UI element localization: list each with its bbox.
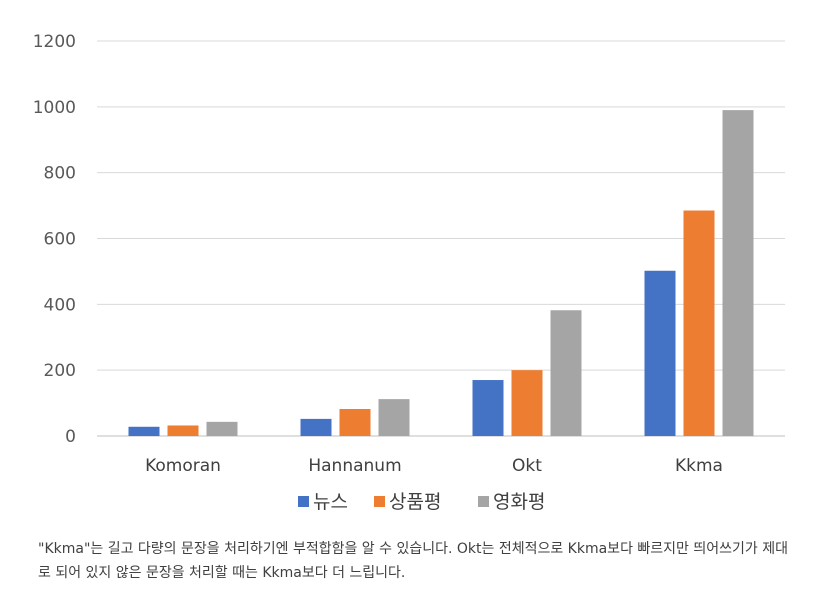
legend-swatch (478, 496, 489, 507)
legend-label: 뉴스 (313, 491, 348, 513)
bar (339, 409, 371, 436)
legend-swatch (374, 496, 385, 507)
bar (128, 426, 160, 436)
y-tick-label: 200 (44, 361, 76, 381)
bar (167, 425, 199, 436)
legend-label: 상품평 (389, 491, 441, 513)
caption-text: "Kkma"는 길고 다량의 문장을 처리하기엔 부적합함을 알 수 있습니다.… (38, 541, 788, 581)
bar (722, 110, 754, 436)
bar (550, 310, 582, 436)
gridlines (97, 40, 785, 437)
bar (206, 421, 238, 436)
x-axis: Komoran Hannanum Okt Kkma (145, 456, 723, 476)
category-label: Okt (512, 456, 542, 476)
legend-label: 영화평 (493, 491, 545, 513)
y-axis: 0 200 400 600 800 1000 1200 (33, 32, 76, 447)
bar (378, 399, 410, 436)
bar (683, 210, 715, 436)
category-label: Komoran (145, 456, 221, 476)
y-tick-label: 400 (44, 295, 76, 315)
category-label: Kkma (675, 456, 723, 476)
bar (300, 418, 332, 436)
category-label: Hannanum (308, 456, 401, 476)
bar (472, 380, 504, 436)
y-tick-label: 0 (65, 427, 76, 447)
bars (128, 110, 754, 436)
bar (511, 370, 543, 436)
y-tick-label: 1200 (33, 32, 76, 52)
y-tick-label: 1000 (33, 98, 76, 118)
legend: 뉴스 상품평 영화평 (298, 491, 545, 513)
y-tick-label: 800 (44, 164, 76, 184)
bar-chart: 0 200 400 600 800 1000 1200 Komoran Hannanum Okt… (33, 32, 785, 513)
y-tick-label: 600 (44, 230, 76, 250)
bar (644, 270, 676, 436)
legend-swatch (298, 496, 309, 507)
